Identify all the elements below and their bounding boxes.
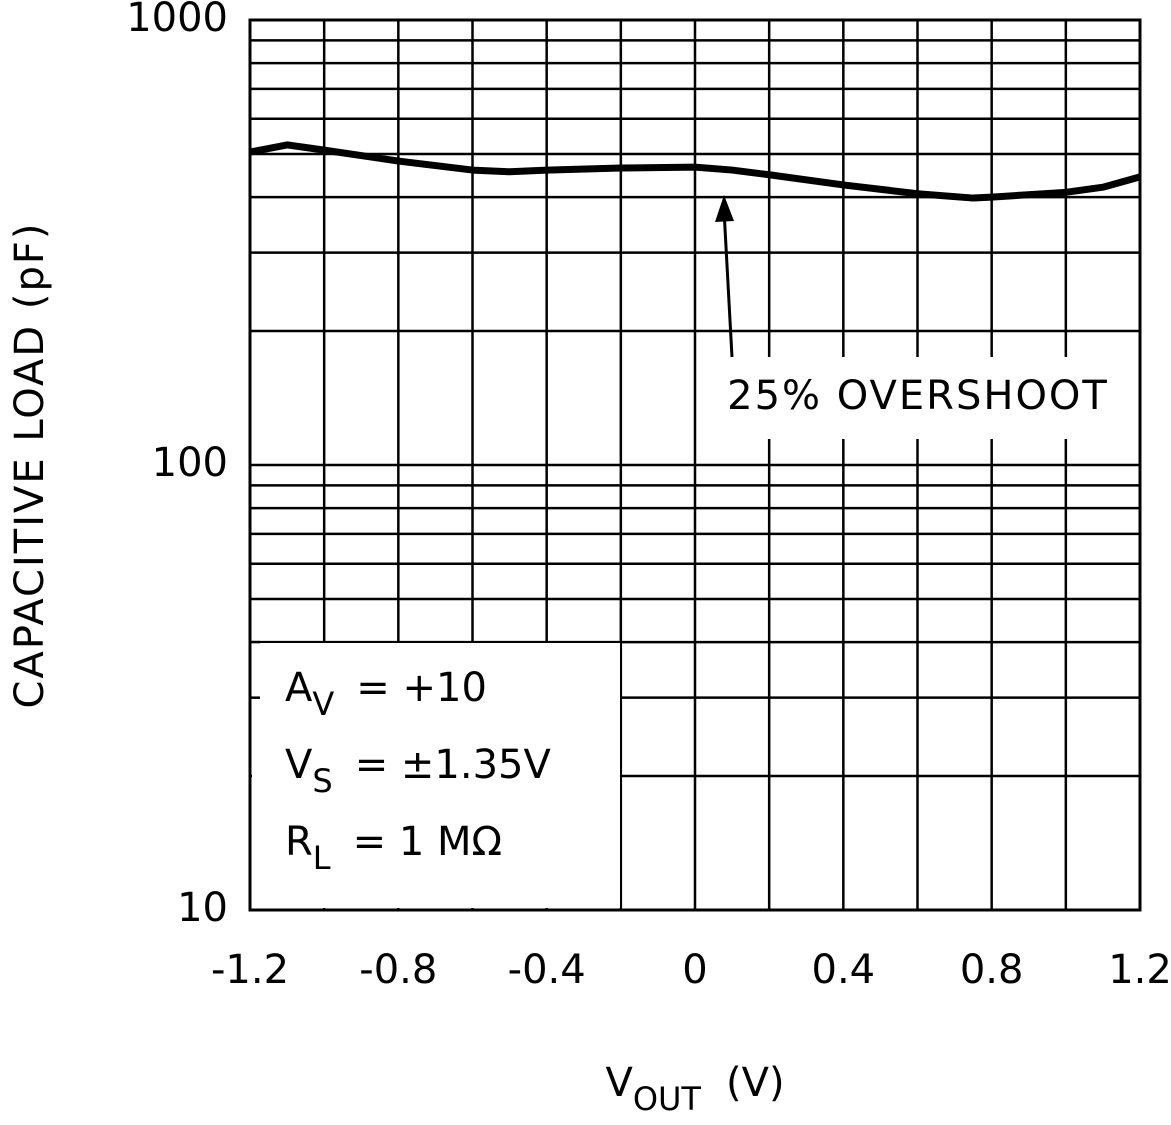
x-tick-label: 0.8 — [960, 947, 1024, 993]
x-axis-label: VOUT (V) — [605, 1060, 784, 1118]
conditions-box — [252, 643, 620, 908]
y-tick-label: 1000 — [126, 0, 228, 41]
y-tick-label: 100 — [152, 440, 228, 486]
y-axis-label: CAPACITIVE LOAD (pF) — [7, 222, 53, 709]
condition-symbol: V — [285, 742, 313, 788]
condition: VS = ±1.35V — [285, 742, 551, 800]
condition: RL = 1 MΩ — [285, 819, 502, 877]
x-tick-label: -0.4 — [508, 947, 586, 993]
condition-sub: L — [313, 839, 331, 877]
condition-sub: S — [312, 762, 332, 800]
x-tick-label: 0.4 — [812, 947, 876, 993]
x-axis-symbol: V — [605, 1060, 633, 1106]
x-tick-label: 0 — [682, 947, 707, 993]
condition-sub: V — [312, 685, 334, 723]
condition-value: = ±1.35V — [355, 742, 552, 788]
x-tick-label: -1.2 — [211, 947, 289, 993]
condition-symbol: A — [285, 665, 313, 711]
x-axis-sub: OUT — [633, 1080, 702, 1118]
x-tick-label: -0.8 — [359, 947, 437, 993]
plot-frame — [248, 18, 1142, 912]
data-line — [249, 141, 1141, 202]
x-axis-unit: (V) — [726, 1060, 785, 1106]
annotation-box — [718, 357, 1118, 439]
annotation-arrow-line — [722, 209, 734, 358]
x-tick-label: 1.2 — [1108, 947, 1171, 993]
condition: AV = +10 — [285, 665, 487, 723]
condition-value: = 1 MΩ — [353, 819, 502, 865]
condition-symbol: R — [285, 819, 313, 865]
y-tick-label: 10 — [177, 885, 228, 931]
annotation-arrowhead — [715, 195, 734, 222]
condition-value: = +10 — [356, 665, 487, 711]
annotation: 25% OVERSHOOT — [727, 373, 1109, 419]
